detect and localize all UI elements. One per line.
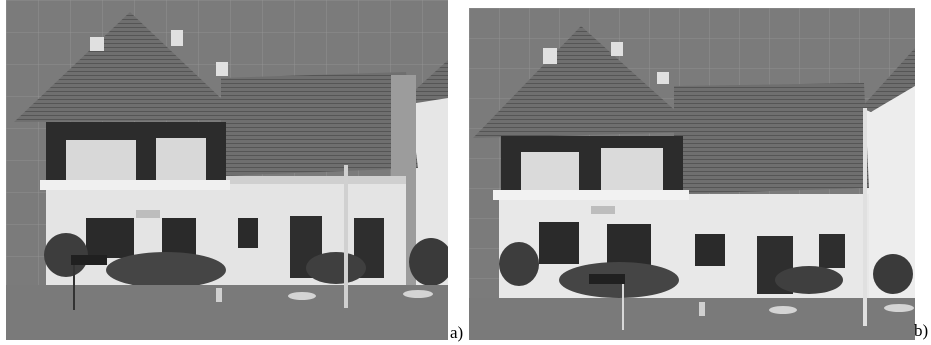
signboard: [71, 255, 107, 265]
main-roof: [221, 72, 418, 176]
panel-a: [6, 0, 448, 340]
planter: [884, 304, 914, 312]
planter: [288, 292, 316, 300]
bush: [499, 242, 539, 286]
balcony-window-left: [66, 140, 136, 180]
panel-b-photo: [469, 8, 915, 340]
bush: [106, 252, 226, 288]
balcony-window-right: [156, 138, 206, 180]
bush: [775, 266, 843, 294]
window: [819, 234, 845, 268]
balcony-window-right: [601, 148, 663, 190]
window: [695, 234, 725, 266]
balcony-rail: [40, 180, 230, 190]
window: [162, 218, 196, 258]
window: [86, 218, 134, 258]
window: [238, 218, 258, 248]
sign-plate: [136, 210, 160, 218]
panel-b: [469, 8, 915, 340]
panel-a-photo: [6, 0, 448, 340]
window: [539, 222, 579, 264]
panel-label-a: a): [450, 323, 464, 342]
window: [607, 224, 651, 266]
chimney-right: [611, 42, 623, 56]
bush: [409, 238, 448, 286]
chimney-small: [216, 62, 228, 76]
planter: [769, 306, 797, 314]
chimney-left: [90, 37, 104, 51]
right-building: [406, 62, 448, 290]
main-roof: [674, 83, 869, 194]
bush: [306, 252, 366, 284]
planter: [403, 290, 433, 298]
bush: [873, 254, 913, 294]
sign-plate: [591, 206, 615, 214]
panel-label-b: b): [914, 321, 929, 340]
balcony-rail: [493, 190, 689, 200]
balcony-window-left: [521, 152, 579, 192]
chimney-left: [543, 48, 557, 64]
signboard: [589, 274, 625, 284]
hydrant: [699, 302, 705, 316]
bush: [44, 233, 88, 277]
chimney-small: [657, 72, 669, 84]
hydrant: [216, 288, 222, 302]
right-building: [865, 56, 915, 298]
gable-roof: [473, 26, 699, 138]
right-building-roof: [861, 48, 915, 112]
chimney-right: [171, 30, 183, 46]
gable-roof: [14, 12, 244, 122]
